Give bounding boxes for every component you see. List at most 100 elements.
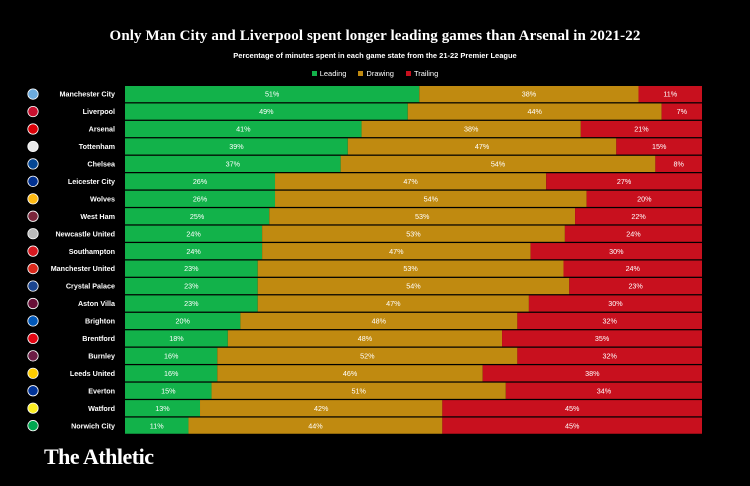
team-label-liverpool: Liverpool (83, 107, 115, 116)
bar-drawing-arsenal (361, 120, 581, 138)
brentford-crest-icon (27, 332, 39, 344)
data-label-trailing-brighton: 32% (602, 317, 617, 326)
bar-drawing-wolves (275, 190, 587, 207)
west-ham-crest-icon (27, 210, 39, 222)
data-label-drawing-brighton: 48% (372, 317, 387, 326)
data-label-drawing-aston-villa: 47% (386, 299, 401, 308)
bar-drawing-brentford (227, 330, 503, 347)
everton-crest-icon (27, 385, 39, 397)
data-label-leading-manchester-united: 23% (184, 264, 199, 273)
bar-trailing-liverpool (661, 103, 702, 120)
crystal-palace-crest-icon (27, 280, 39, 292)
newcastle-united-crest-icon (27, 228, 39, 240)
data-label-trailing-tottenham: 15% (652, 142, 667, 151)
bar-drawing-norwich-city (188, 417, 443, 434)
data-label-leading-wolves: 26% (193, 194, 208, 203)
leicester-city-crest-icon (27, 175, 39, 187)
bar-leading-burnley (125, 347, 218, 364)
team-label-crystal-palace: Crystal Palace (66, 282, 115, 291)
data-label-drawing-everton: 51% (351, 386, 366, 395)
bar-leading-arsenal (125, 120, 362, 138)
bar-leading-southampton (125, 243, 263, 260)
data-label-leading-norwich-city: 11% (150, 421, 164, 430)
team-label-leicester-city: Leicester City (68, 177, 115, 186)
data-label-trailing-leeds-united: 38% (585, 369, 600, 378)
bar-leading-manchester-united (125, 260, 258, 277)
brighton-crest-icon (27, 315, 39, 327)
data-label-drawing-southampton: 47% (389, 247, 404, 256)
bar-drawing-chelsea (340, 155, 656, 172)
data-label-leading-west-ham: 25% (190, 212, 205, 221)
data-label-trailing-southampton: 30% (609, 247, 624, 256)
bar-trailing-brentford (502, 330, 702, 347)
chart-subtitle: Percentage of minutes spent in each game… (233, 51, 517, 60)
data-label-trailing-norwich-city: 45% (565, 421, 580, 430)
wolves-crest-icon (27, 193, 39, 205)
bar-trailing-leeds-united (482, 365, 702, 382)
data-label-leading-tottenham: 39% (229, 142, 244, 151)
data-label-leading-crystal-palace: 23% (184, 282, 199, 291)
data-label-trailing-wolves: 20% (637, 194, 652, 203)
bar-leading-leeds-united (125, 365, 218, 382)
bar-leading-wolves (125, 190, 276, 207)
bar-leading-leicester-city (125, 173, 276, 190)
team-label-burnley: Burnley (88, 351, 115, 360)
bar-trailing-west-ham (575, 208, 702, 225)
bar-drawing-leicester-city (275, 173, 547, 190)
data-label-trailing-west-ham: 22% (631, 212, 646, 221)
bar-leading-brighton (125, 312, 241, 330)
data-label-trailing-chelsea: 8% (673, 160, 684, 169)
bar-drawing-manchester-united (257, 260, 564, 277)
data-label-leading-manchester-city: 51% (265, 90, 280, 99)
bar-trailing-newcastle-united (564, 225, 702, 242)
team-label-everton: Everton (88, 386, 115, 395)
data-label-leading-newcastle-united: 24% (186, 229, 201, 238)
data-label-trailing-arsenal: 21% (634, 125, 649, 134)
bar-drawing-watford (200, 400, 443, 417)
bar-leading-chelsea (125, 155, 341, 172)
team-label-wolves: Wolves (90, 194, 115, 203)
data-label-drawing-leeds-united: 46% (343, 369, 358, 378)
chelsea-crest-icon (27, 158, 39, 170)
data-label-leading-arsenal: 41% (236, 125, 251, 134)
bar-trailing-tottenham (616, 138, 702, 155)
data-label-trailing-manchester-city: 11% (663, 90, 677, 99)
stacked-bar-chart: Manchester City 51% 38% 11% Liverpool 49% 44% 7… (27, 86, 702, 434)
team-label-tottenham: Tottenham (79, 142, 115, 151)
bar-trailing-everton (505, 382, 702, 399)
legend-swatch-drawing (358, 71, 364, 76)
bar-leading-liverpool (125, 103, 408, 120)
data-label-leading-brighton: 20% (176, 317, 191, 326)
data-label-drawing-manchester-united: 53% (403, 264, 418, 273)
bar-trailing-leicester-city (546, 173, 702, 190)
chart-legend: Leading Drawing Trailing (0, 69, 750, 78)
team-label-aston-villa: Aston Villa (78, 299, 116, 308)
manchester-city-crest-icon (27, 88, 39, 100)
bar-leading-watford (125, 400, 201, 417)
legend-swatch-leading (311, 71, 317, 76)
bar-leading-west-ham (125, 208, 270, 225)
data-label-drawing-manchester-city: 38% (522, 90, 537, 99)
burnley-crest-icon (27, 350, 39, 362)
bar-drawing-southampton (262, 243, 531, 260)
data-label-leading-burnley: 16% (164, 351, 179, 360)
bar-drawing-liverpool (407, 103, 662, 120)
bar-trailing-watford (442, 400, 702, 417)
team-label-manchester-united: Manchester United (51, 264, 115, 273)
team-label-brighton: Brighton (85, 317, 115, 326)
legend-item-trailing: Trailing (405, 69, 439, 78)
southampton-crest-icon (27, 245, 39, 257)
legend-swatch-trailing (405, 71, 411, 76)
bar-leading-crystal-palace (125, 277, 258, 295)
bar-drawing-west-ham (269, 208, 576, 225)
legend-label-trailing: Trailing (413, 69, 439, 78)
bar-leading-brentford (125, 330, 228, 347)
team-label-watford: Watford (88, 404, 115, 413)
bar-drawing-crystal-palace (257, 277, 570, 295)
data-label-leading-aston-villa: 23% (184, 299, 199, 308)
bar-trailing-wolves (586, 190, 702, 207)
arsenal-crest-icon (27, 123, 39, 135)
data-label-trailing-watford: 45% (565, 404, 580, 413)
data-label-leading-watford: 13% (155, 404, 170, 413)
data-label-drawing-norwich-city: 44% (308, 421, 323, 430)
